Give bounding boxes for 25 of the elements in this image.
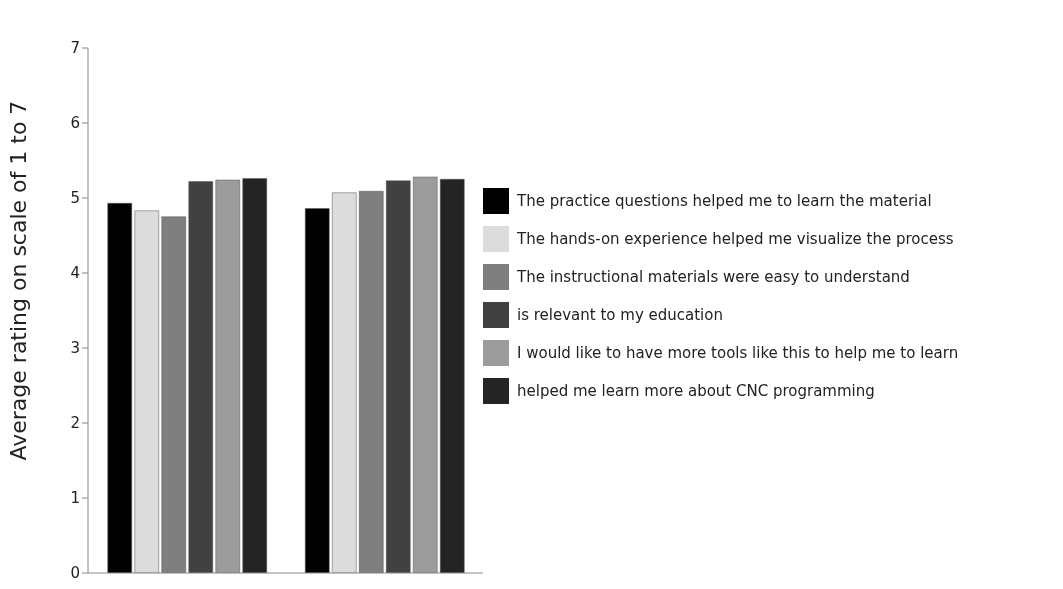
y-tick-label: 1: [70, 489, 80, 508]
bar: [386, 180, 411, 573]
y-axis-title: Average rating on scale of 1 to 7: [5, 100, 31, 461]
y-tick-label: 2: [70, 414, 80, 433]
y-tick-label: 5: [70, 189, 80, 208]
bar: [242, 178, 267, 573]
legend-label: The practice questions helped me to learn the material: [517, 191, 932, 210]
y-tick-label: 4: [70, 264, 80, 283]
y-tick-label: 3: [70, 339, 80, 358]
bar: [134, 210, 159, 573]
y-tick-label: 6: [70, 114, 80, 133]
bar: [188, 181, 213, 573]
legend-label: The instructional materials were easy to understand: [517, 267, 910, 286]
legend-label: is relevant to my education: [517, 305, 723, 324]
bar: [332, 192, 357, 573]
bar: [107, 203, 132, 573]
legend-label: I would like to have more tools like this to help me to learn: [517, 343, 959, 362]
bar: [413, 176, 438, 573]
legend-label: The hands-on experience helped me visualize the process: [517, 229, 954, 248]
y-tick-label: 0: [70, 564, 80, 583]
y-tick-label: 7: [70, 39, 80, 58]
bar: [440, 179, 465, 573]
legend-label: helped me learn more about CNC programming: [517, 381, 875, 400]
bar: [215, 179, 240, 573]
bar: [305, 208, 330, 573]
